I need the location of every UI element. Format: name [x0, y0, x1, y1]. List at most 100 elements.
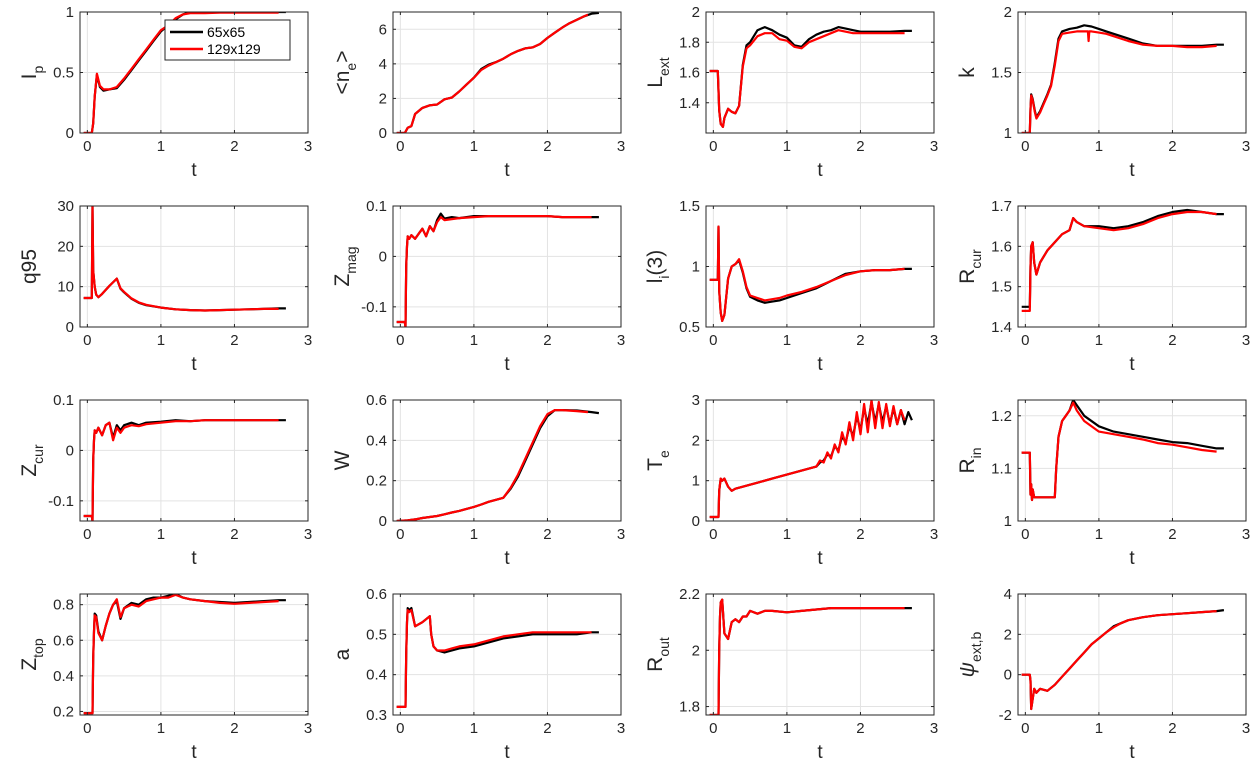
y-axis-label-main: R: [956, 458, 979, 473]
x-tick-label: 1: [470, 526, 478, 543]
x-axis-label: t: [1129, 354, 1135, 375]
axes-box: [392, 399, 622, 522]
y-tick-label: 0: [692, 513, 700, 530]
x-tick-label: 2: [856, 332, 864, 349]
series-line-2: [396, 215, 592, 327]
y-tick-label: 2: [692, 432, 700, 449]
y-axis-label-main: W: [331, 450, 354, 470]
y-tick-label: 1.8: [679, 699, 700, 716]
x-tick-label: 2: [1168, 332, 1176, 349]
series-line-2: [396, 608, 592, 709]
x-tick-label: 1: [470, 138, 478, 155]
y-tick-label: 0.4: [53, 668, 74, 685]
y-axis-label: k: [956, 67, 979, 78]
y-tick-label: 0: [66, 319, 74, 336]
x-tick-label: 3: [304, 138, 312, 155]
y-tick-label: 2: [692, 4, 700, 21]
y-tick-label: 1.5: [991, 279, 1012, 296]
series-line-2: [709, 598, 905, 715]
series-line-2: [396, 409, 588, 521]
y-tick-label: 0: [379, 513, 387, 530]
x-tick-label: 1: [470, 332, 478, 349]
y-tick-label: 1.5: [991, 65, 1012, 82]
x-tick-label: 3: [1242, 138, 1250, 155]
y-axis-label-sub: i: [656, 275, 672, 278]
y-axis-label-main: l: [644, 279, 667, 284]
x-tick-label: 0: [1021, 720, 1029, 737]
series-line-1: [396, 12, 600, 133]
y-tick-label: 0.5: [366, 626, 387, 643]
x-tick-label: 0: [396, 720, 404, 737]
x-tick-label: 3: [304, 720, 312, 737]
x-tick-label: 0: [1021, 526, 1029, 543]
y-axis-label-sub: cur: [30, 444, 46, 464]
x-tick-label: 2: [230, 526, 238, 543]
x-axis-label: t: [504, 548, 510, 569]
subplot-15: 0 1 2 3 1.8 2 2.2 t Rout: [644, 586, 938, 763]
subplot-10: 0 1 2 3 0 0.2 0.4 0.6 t W: [331, 392, 625, 569]
y-axis-label: Zmag: [331, 246, 359, 286]
y-tick-label: 1.6: [991, 238, 1012, 255]
x-tick-label: 2: [1168, 720, 1176, 737]
x-tick-label: 0: [709, 138, 717, 155]
x-tick-label: 3: [930, 332, 938, 349]
subplot-6: 0 1 2 3 -0.1 0 0.1 t Zmag: [331, 198, 625, 375]
y-axis-label: Ztop: [18, 638, 46, 671]
x-axis-label: t: [817, 548, 823, 569]
y-axis-label: Zcur: [18, 444, 46, 477]
series-line-2: [396, 13, 589, 133]
y-axis-label: Te: [644, 450, 672, 471]
x-tick-label: 0: [83, 332, 91, 349]
legend-label-1: 65x65: [207, 24, 245, 40]
x-tick-label: 3: [617, 720, 625, 737]
x-tick-label: 3: [1242, 526, 1250, 543]
x-tick-label: 2: [230, 720, 238, 737]
y-tick-label: 0.8: [53, 597, 74, 614]
subplot-1: 0 1 2 3 0 0.5 1 t Ip: [18, 4, 312, 181]
y-axis-label-main: ψ: [956, 662, 979, 677]
axes-box: [392, 593, 622, 716]
x-tick-label: 1: [157, 332, 165, 349]
y-axis-label-sub: e: [343, 63, 359, 71]
x-tick-label: 2: [543, 332, 551, 349]
y-axis-label: Lext: [644, 57, 672, 87]
series-line-2: [1021, 210, 1217, 312]
x-axis-label: t: [191, 742, 197, 763]
y-tick-label: 0.5: [679, 319, 700, 336]
x-tick-label: 0: [709, 720, 717, 737]
y-tick-label: -2: [999, 707, 1012, 724]
y-tick-label: 0.2: [366, 473, 387, 490]
subplot-13: 0 1 2 3 0.2 0.4 0.6 0.8 t Ztop: [18, 593, 312, 763]
y-tick-label: 3: [692, 392, 700, 409]
y-tick-label: 0.1: [366, 198, 387, 215]
subplot-2: 0 1 2 3 0 2 4 6 t <ne>: [331, 11, 625, 181]
x-tick-label: 1: [1095, 526, 1103, 543]
y-axis-label-sub: in: [968, 447, 984, 458]
x-tick-label: 2: [1168, 138, 1176, 155]
axes-box: [705, 399, 935, 522]
y-tick-label: 1: [692, 473, 700, 490]
x-tick-label: 1: [783, 526, 791, 543]
y-tick-label: 0: [66, 125, 74, 142]
x-tick-label: 1: [783, 138, 791, 155]
y-axis-label-sub: cur: [968, 249, 984, 269]
x-tick-label: 2: [230, 332, 238, 349]
series-line-2: [709, 400, 906, 519]
y-axis-label: <ne>: [331, 50, 359, 94]
y-tick-label: 1.4: [991, 319, 1012, 336]
y-tick-label: 6: [379, 21, 387, 38]
axes-box: [1017, 399, 1247, 522]
axes-box: [392, 11, 622, 134]
y-tick-label: 0.3: [366, 707, 387, 724]
x-tick-label: 3: [1242, 332, 1250, 349]
x-tick-label: 0: [83, 720, 91, 737]
y-axis-label-main: Z: [331, 274, 354, 287]
y-tick-label: 1: [692, 259, 700, 276]
x-tick-label: 2: [856, 720, 864, 737]
x-tick-label: 1: [470, 720, 478, 737]
series-line-1: [83, 206, 286, 312]
x-axis-label: t: [504, 354, 510, 375]
